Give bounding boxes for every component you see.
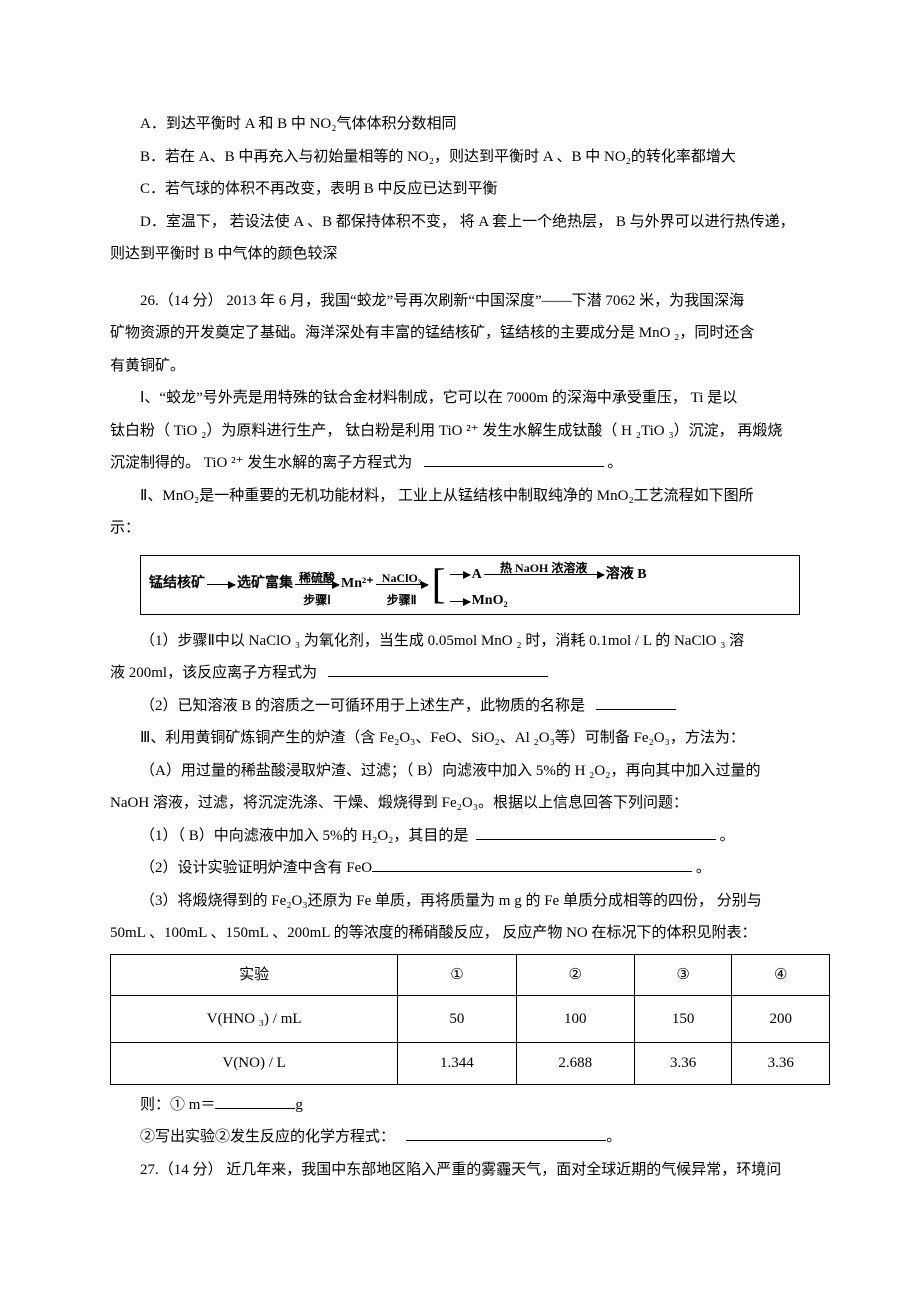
flow-node-mn2: Mn²⁺ bbox=[341, 571, 374, 598]
row2-c1: 1.344 bbox=[398, 1043, 516, 1085]
flow-node-ore: 锰结核矿 bbox=[149, 571, 205, 598]
table-row-hno3: V(HNO ₃) / mL 50 100 150 200 bbox=[111, 996, 830, 1043]
flow-node-select: 选矿富集 bbox=[237, 571, 293, 598]
th-2: ② bbox=[516, 954, 634, 996]
process-flow-diagram: 锰结核矿 选矿富集 稀硫酸 步骤Ⅰ Mn²⁺ NaClO₃ 步骤Ⅱ [ A 热 … bbox=[140, 555, 800, 615]
row1-c4: 200 bbox=[732, 996, 830, 1043]
th-3: ③ bbox=[634, 954, 732, 996]
blank-substance-name bbox=[596, 694, 676, 710]
option-a: A．到达平衡时 A 和 B 中 NO₂气体体积分数相同 bbox=[110, 110, 830, 139]
blank-equation bbox=[406, 1125, 606, 1141]
option-d-line2: 则达到平衡时 B 中气体的颜色较深 bbox=[110, 240, 830, 269]
blank-m bbox=[215, 1093, 295, 1109]
blank-feo-proof bbox=[372, 856, 692, 872]
table-row-no: V(NO) / L 1.344 2.688 3.36 3.36 bbox=[111, 1043, 830, 1085]
q26-step2-2-text: （2）已知溶液 B 的溶质之一可循环用于上述生产，此物质的名称是 bbox=[140, 698, 585, 714]
flow-label-step2: 步骤Ⅱ bbox=[387, 589, 417, 612]
flow-arrow-branch-b bbox=[450, 601, 470, 602]
flow-arrow-3: NaClO₃ 步骤Ⅱ bbox=[376, 584, 428, 585]
flow-node-mno2: MnO₂ bbox=[472, 588, 508, 615]
flow-label-h2so4: 稀硫酸 bbox=[299, 567, 335, 590]
eq-line: ②写出实验②发生反应的化学方程式： 。 bbox=[110, 1123, 830, 1152]
q26-part1-a: Ⅰ、“蛟龙”号外壳是用特殊的钛合金材料制成，它可以在 7000m 的深海中承受重… bbox=[110, 384, 830, 413]
option-b: B．若在 A、B 中再充入与初始量相等的 NO₂，则达到平衡时 A 、B 中 N… bbox=[110, 143, 830, 172]
blank-hydrolysis bbox=[424, 451, 604, 467]
row2-c4: 3.36 bbox=[732, 1043, 830, 1085]
q26-part3: Ⅲ、利用黄铜矿炼铜产生的炉渣（含 Fe₂O₃、FeO、SiO₂、Al ₂O₃等）… bbox=[110, 724, 830, 753]
q26-method-b: NaOH 溶液，过滤，将沉淀洗涤、干燥、煅烧得到 Fe₂O₃。根据以上信息回答下… bbox=[110, 789, 830, 818]
q26-method-a: （A）用过量的稀盐酸浸取炉渣、过滤；（ B）向滤液中加入 5%的 H ₂O₂，再… bbox=[110, 757, 830, 786]
blank-purpose bbox=[476, 824, 716, 840]
row2-c3: 3.36 bbox=[634, 1043, 732, 1085]
q26-q3b: 50mL 、100mL 、150mL 、200mL 的等浓度的稀硝酸反应， 反应… bbox=[110, 919, 830, 948]
table-header-row: 实验 ① ② ③ ④ bbox=[111, 954, 830, 996]
th-1: ① bbox=[398, 954, 516, 996]
row2-c2: 2.688 bbox=[516, 1043, 634, 1085]
q26-part1-b: 钛白粉（ TiO ₂）为原料进行生产， 钛白粉是利用 TiO ²⁺ 发生水解生成… bbox=[110, 417, 830, 446]
q26-intro-2: 矿物资源的开发奠定了基础。海洋深处有丰富的锰结核矿，锰结核的主要成分是 MnO … bbox=[110, 319, 830, 348]
row2-label: V(NO) / L bbox=[111, 1043, 398, 1085]
flow-arrow-2: 稀硫酸 步骤Ⅰ bbox=[295, 584, 339, 585]
q26-step2-1b-text: 液 200ml，该反应离子方程式为 bbox=[110, 665, 317, 681]
q26-step2-1b: 液 200ml，该反应离子方程式为 bbox=[110, 659, 830, 688]
q26-intro-3: 有黄铜矿。 bbox=[110, 352, 830, 381]
q26-part1-c-text: 沉淀制得的。 TiO ²⁺ 发生水解的离子方程式为 bbox=[110, 455, 412, 471]
flow-label-naclo3: NaClO₃ bbox=[382, 567, 422, 590]
q26-part1-c: 沉淀制得的。 TiO ²⁺ 发生水解的离子方程式为 。 bbox=[110, 449, 830, 478]
q26-q2: （2）设计实验证明炉渣中含有 FeO 。 bbox=[110, 854, 830, 883]
m-line-text: 则：① m＝ bbox=[140, 1097, 215, 1113]
row1-label: V(HNO ₃) / mL bbox=[111, 996, 398, 1043]
q26-step2-2: （2）已知溶液 B 的溶质之一可循环用于上述生产，此物质的名称是 bbox=[110, 692, 830, 721]
option-d-line1: D．室温下， 若设法使 A 、B 都保持体积不变， 将 A 套上一个绝热层， B… bbox=[110, 208, 830, 237]
data-table: 实验 ① ② ③ ④ V(HNO ₃) / mL 50 100 150 200 … bbox=[110, 954, 830, 1085]
flow-label-step1: 步骤Ⅰ bbox=[303, 589, 331, 612]
th-experiment: 实验 bbox=[111, 954, 398, 996]
m-line: 则：① m＝ g bbox=[110, 1091, 830, 1120]
q26-q1: （1）（ B）中向滤液中加入 5%的 H₂O₂，其目的是 。 bbox=[110, 822, 830, 851]
bracket-icon: [ bbox=[432, 564, 446, 606]
q26-q1-text: （1）（ B）中向滤液中加入 5%的 H₂O₂，其目的是 bbox=[140, 828, 468, 844]
flow-arrow-1 bbox=[207, 584, 235, 585]
eq-end: 。 bbox=[606, 1129, 621, 1145]
q26-intro-1: 26.（14 分） 2013 年 6 月，我国“蛟龙”号再次刷新“中国深度”——… bbox=[110, 287, 830, 316]
row1-c2: 100 bbox=[516, 996, 634, 1043]
flow-arrow-branch-a1 bbox=[450, 574, 470, 575]
q26-part2-b: 示： bbox=[110, 514, 830, 543]
th-4: ④ bbox=[732, 954, 830, 996]
q26-step2-1a: （1）步骤Ⅱ中以 NaClO ₃ 为氧化剂，当生成 0.05mol MnO ₂ … bbox=[110, 627, 830, 656]
flow-arrow-branch-a2: 热 NaOH 浓溶液 bbox=[484, 574, 604, 575]
q27-intro: 27.（14 分） 近几年来，我国中东部地区陷入严重的雾霾天气，面对全球近期的气… bbox=[110, 1156, 830, 1185]
flow-branches: A 热 NaOH 浓溶液 溶液 B MnO₂ bbox=[448, 562, 647, 608]
flow-node-solution-b: 溶液 B bbox=[606, 562, 647, 589]
row1-c1: 50 bbox=[398, 996, 516, 1043]
q26-q2-text: （2）设计实验证明炉渣中含有 FeO bbox=[140, 860, 372, 876]
row1-c3: 150 bbox=[634, 996, 732, 1043]
eq-line-text: ②写出实验②发生反应的化学方程式： bbox=[140, 1129, 395, 1145]
flow-label-naoh: 热 NaOH 浓溶液 bbox=[500, 557, 587, 580]
option-c: C．若气球的体积不再改变，表明 B 中反应已达到平衡 bbox=[110, 175, 830, 204]
blank-ionic-eq bbox=[328, 661, 548, 677]
q26-q3a: （3）将煅烧得到的 Fe₂O₃还原为 Fe 单质，再将质量为 m g 的 Fe … bbox=[110, 887, 830, 916]
m-unit: g bbox=[295, 1097, 303, 1113]
flow-node-a: A bbox=[472, 562, 482, 589]
q26-part1-end: 。 bbox=[607, 455, 622, 471]
q26-part2-a: Ⅱ、MnO₂是一种重要的无机功能材料， 工业上从锰结核中制取纯净的 MnO₂工艺… bbox=[110, 482, 830, 511]
